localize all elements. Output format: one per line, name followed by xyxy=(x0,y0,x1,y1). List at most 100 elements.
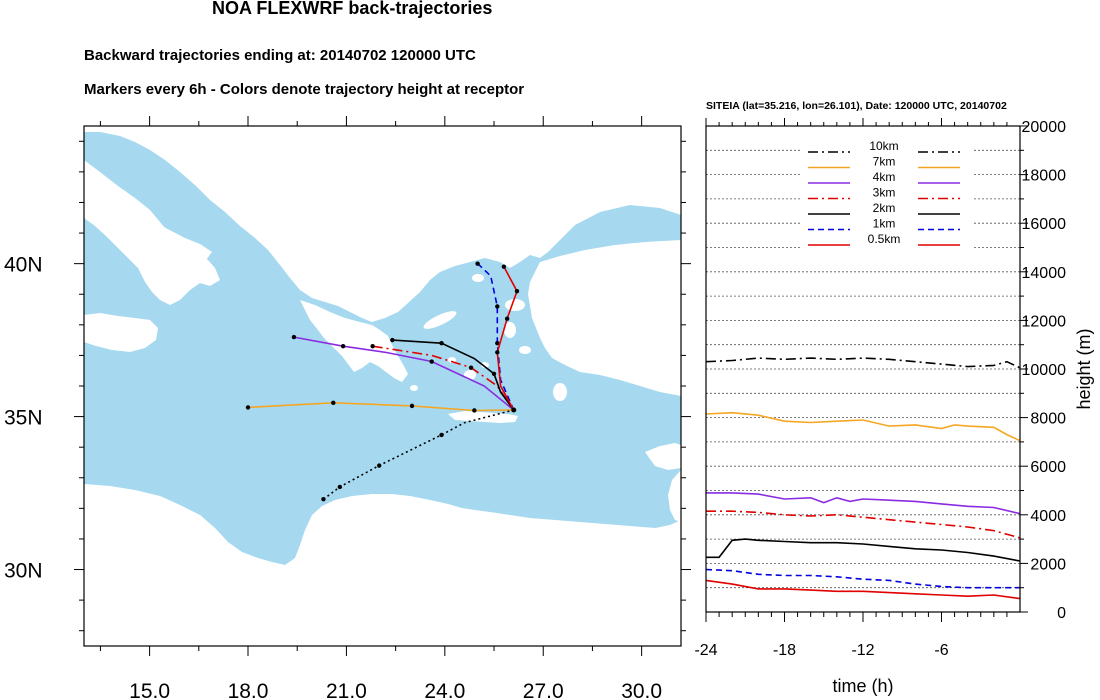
marker-7km-3 xyxy=(472,408,477,413)
map-y-tick-label-1: 35N xyxy=(4,407,43,430)
height-line-4km xyxy=(706,492,1021,515)
marker-4km-1 xyxy=(340,344,346,349)
marker-3km-0 xyxy=(370,344,375,349)
legend-label-4km: 4km xyxy=(873,170,896,184)
height-series-layer xyxy=(705,357,1021,600)
map-x-tick-label-0: 15.0 xyxy=(129,680,170,700)
legend-label-1km: 1km xyxy=(873,217,896,231)
marker-1km-2 xyxy=(495,340,500,346)
map-axes: 15.0 18.0 21.0 24.0 27.0 30.0 30N 35N 40N xyxy=(4,116,691,700)
trajectory-layer xyxy=(245,261,520,502)
land-masses xyxy=(84,126,681,646)
land-levant xyxy=(668,470,681,522)
height-x-axis-label: time (h) xyxy=(832,676,893,696)
height-line-0_5km xyxy=(705,579,1021,600)
trajectory-4km xyxy=(293,336,515,411)
map-x-tick-label-5: 30.0 xyxy=(621,680,662,700)
height-y-tick-label-4: 8000 xyxy=(1030,411,1066,428)
legend-label-10km: 10km xyxy=(869,139,898,153)
height-x-tick-label-1: -18 xyxy=(773,642,796,659)
land-crete xyxy=(448,411,518,423)
height-y-tick-label-2: 4000 xyxy=(1030,508,1066,525)
height-y-tick-label-10: 20000 xyxy=(1022,119,1067,136)
land-lesvos xyxy=(505,299,525,311)
land-chios xyxy=(504,322,516,338)
marker-0_5km-2 xyxy=(504,316,510,321)
marker-0_5km-3 xyxy=(495,350,500,355)
height-line-2km xyxy=(706,538,1021,562)
height-y-tick-label-0: 0 xyxy=(1057,605,1066,622)
marker-1km-0 xyxy=(475,261,480,266)
marker-7km-1 xyxy=(331,400,336,406)
receptor-marker xyxy=(511,407,517,413)
marker-10km-3 xyxy=(439,432,444,438)
land-italy-heel xyxy=(160,225,212,260)
height-y-tick-label-8: 16000 xyxy=(1022,216,1067,233)
land-cyprus xyxy=(645,443,681,470)
legend-label-3km: 3km xyxy=(873,186,896,200)
map-x-tick-label-2: 21.0 xyxy=(326,680,367,700)
marker-3km-1 xyxy=(468,365,474,370)
land-cyclades-b xyxy=(481,362,489,368)
marker-7km-2 xyxy=(409,403,415,409)
land-samos xyxy=(519,346,531,354)
marker-10km-1 xyxy=(337,484,343,490)
legend-label-0_5km: 0.5km xyxy=(868,232,901,246)
height-y-tick-label-3: 6000 xyxy=(1030,459,1066,476)
marker-2km-2 xyxy=(491,371,497,376)
legend-box xyxy=(800,140,972,252)
map-x-tick-label-1: 18.0 xyxy=(228,680,269,700)
marker-10km-2 xyxy=(377,463,382,468)
land-sicily xyxy=(84,313,158,352)
height-y-tick-label-6: 12000 xyxy=(1022,313,1067,330)
marker-0_5km-1 xyxy=(514,288,520,294)
subtitle-markers: Markers every 6h - Colors denote traject… xyxy=(84,81,525,98)
height-line-10km xyxy=(705,357,1021,369)
map-y-tick-label-0: 30N xyxy=(4,560,43,583)
map-x-tick-label-4: 27.0 xyxy=(523,680,564,700)
map-panel: 15.0 18.0 21.0 24.0 27.0 30.0 30N 35N 40N xyxy=(4,116,691,700)
trajectory-1km xyxy=(477,263,515,411)
land-north-africa xyxy=(84,484,681,646)
height-plot-title: SITEIA (lat=35.216, lon=26.101), Date: 1… xyxy=(706,100,1007,112)
land-lemnos xyxy=(472,274,484,282)
height-y-axis-label: height (m) xyxy=(1074,328,1094,409)
height-line-3km xyxy=(706,510,1021,539)
legend-label-2km: 2km xyxy=(873,201,896,215)
height-line-1km xyxy=(705,568,1020,589)
marker-2km-1 xyxy=(439,340,444,346)
trajectory-0_5km xyxy=(496,266,518,411)
land-evia xyxy=(423,311,457,329)
marker-10km-0 xyxy=(321,496,326,502)
height-line-7km xyxy=(705,411,1021,442)
marker-7km-0 xyxy=(245,405,251,410)
marker-0_5km-0 xyxy=(501,264,507,269)
height-y-tick-label-9: 18000 xyxy=(1022,168,1067,185)
marker-1km-1 xyxy=(495,304,500,309)
map-y-tick-label-2: 40N xyxy=(4,254,43,277)
legend-label-7km: 7km xyxy=(873,155,896,169)
land-rhodes xyxy=(553,383,567,401)
marker-4km-0 xyxy=(291,334,297,340)
trajectory-2km xyxy=(392,339,515,411)
height-y-tick-label-7: 14000 xyxy=(1022,265,1067,282)
land-balkans xyxy=(84,126,681,322)
land-kythera xyxy=(410,385,418,391)
land-italy xyxy=(84,160,220,305)
subtitle-end-time: Backward trajectories ending at: 2014070… xyxy=(84,47,476,64)
land-anatolia xyxy=(528,240,681,396)
height-x-tick-label-3: -6 xyxy=(934,642,948,659)
marker-2km-0 xyxy=(390,337,395,343)
marker-4km-2 xyxy=(429,359,434,364)
land-greece xyxy=(300,300,408,382)
height-x-tick-label-2: -12 xyxy=(851,642,874,659)
height-y-tick-label-1: 2000 xyxy=(1030,556,1066,573)
height-y-tick-label-5: 10000 xyxy=(1022,362,1067,379)
main-title: NOA FLEXWRF back-trajectories xyxy=(212,0,493,18)
map-x-tick-label-3: 24.0 xyxy=(424,680,465,700)
height-x-tick-label-0: -24 xyxy=(694,642,717,659)
height-axes: 0 2000 4000 6000 8000 10000 12000 14000 16000 180… xyxy=(694,118,1066,659)
